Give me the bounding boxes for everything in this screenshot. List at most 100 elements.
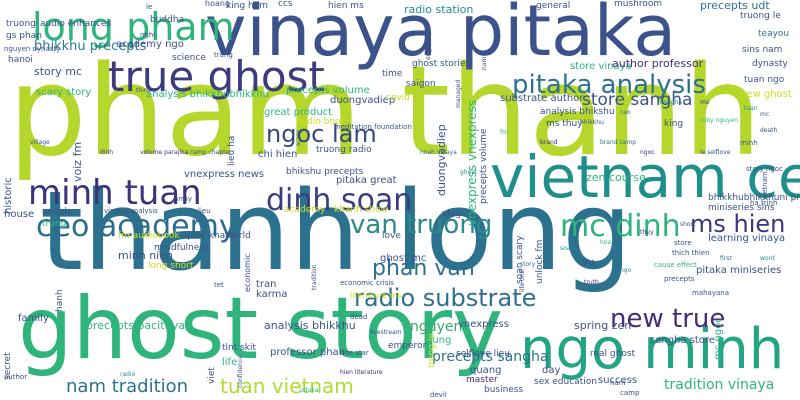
word-bhikkhu-precepts: bhikkhu precepts	[34, 39, 147, 54]
word-dinh: dinh	[100, 149, 114, 156]
word-nam-tradition: nam tradition	[66, 376, 189, 397]
word-great-product: precepts volume	[286, 85, 370, 96]
word-devil: camp	[620, 389, 640, 397]
word-quang: selflove lieu	[456, 349, 510, 359]
word-lieu-ha: time	[382, 69, 403, 79]
word-spring-zen: trong le	[427, 333, 437, 368]
word-le-selflove: trang	[214, 51, 233, 59]
word-dynasty: dynasty	[752, 59, 788, 69]
word-literature-ms: lieu	[198, 207, 211, 215]
word-livestream: english	[425, 38, 432, 60]
word-story: story	[520, 261, 536, 268]
word-day: emperor	[388, 341, 427, 351]
word-ghost-mc: vlog	[442, 209, 462, 219]
word-ngoc-lam: ngoc lam	[266, 120, 377, 148]
word-village: one star	[340, 349, 369, 357]
word-vnexpress-vnexpress: vnexpress vnexpress	[465, 99, 479, 226]
word-volume-parajika: ham	[610, 379, 626, 387]
word-hanoi: covid	[386, 93, 410, 103]
word-hung: viet	[207, 367, 217, 384]
word-vu: pitaka miniseries	[696, 265, 782, 276]
word-hoa: hoa	[600, 239, 612, 246]
word-long-short: minh nien	[118, 249, 173, 262]
word-precepts-sangha: precepts sangha	[432, 349, 549, 365]
word-nghi: truong	[6, 19, 36, 29]
word-camp-chapter: author	[4, 373, 28, 381]
word-tet: vu	[582, 257, 595, 268]
word-substrate-author: substrate author	[500, 93, 584, 104]
word-hoang: hoang	[205, 0, 231, 8]
word-bhikshu-precepts: chi hien	[258, 149, 298, 160]
word-noah-vinaya: noah vinaya	[420, 149, 457, 156]
word-radio-substrate: radio substrate	[354, 284, 537, 312]
word-trong-le: vnexpress	[458, 319, 509, 330]
word-volume-parajika: volume parajika	[140, 149, 189, 156]
word-house: fm audiobook	[118, 231, 180, 241]
word-pham-thanh: pham thanh	[8, 40, 762, 184]
word-livestream: livestream	[370, 329, 402, 336]
word-dinh: mahayana	[692, 289, 729, 297]
word-academy-ngo: academy ngo	[116, 39, 184, 50]
word-ghost-stories: analysis bhikkhubhikkhu	[146, 89, 270, 100]
word-mushroom: mushroom	[614, 0, 663, 9]
word-noah-vinaya: devil	[430, 391, 447, 399]
word-precepts-udt: precepts udt	[700, 0, 770, 12]
word-ms-hien: ms hien	[690, 210, 786, 238]
word-ghost: ghost	[460, 169, 477, 176]
word-tuan: tuan	[744, 105, 758, 112]
word-cause-effect: army	[174, 195, 193, 203]
word-love: miniseries sins	[708, 203, 775, 213]
word-miniseries-sins: learning vinaya	[708, 233, 786, 244]
word-king: king	[664, 119, 684, 129]
word-nguyen-dynasty: tradition	[311, 264, 318, 290]
word-fm: fm	[500, 129, 508, 136]
word-true-ghost: true ghost	[108, 52, 325, 101]
word-thanh-long: thanh long	[40, 167, 633, 295]
word-brand: brand	[540, 139, 558, 146]
word-word: word	[760, 255, 775, 262]
word-pitaka-great: great product	[264, 107, 333, 118]
word-quoc-khanh: long short	[148, 261, 194, 271]
word-analysis-bhikkhu: precepts pacittiya	[86, 319, 186, 332]
word-unlock-fm: ghost mc	[380, 253, 427, 264]
word-story-ngoc: mindfulness	[154, 243, 209, 253]
word-store-sangha: store sangha	[582, 90, 693, 110]
word-life-one: precepts	[664, 275, 695, 283]
word-ghost-story: ghost story	[18, 279, 503, 379]
word-death: death	[760, 127, 778, 134]
word-first: first	[720, 255, 732, 262]
word-soan: soan	[560, 245, 575, 252]
word-ngoc: ngoc	[640, 149, 655, 156]
word-vietnam-ceo: vietnam ceo	[490, 143, 800, 211]
word-ceo-academy: ceo academy	[36, 209, 237, 244]
word-new-ghost: new ghost	[740, 89, 792, 100]
word-tuan-vietnam: tuan vietnam	[220, 374, 354, 398]
word-tran: hanh	[55, 289, 65, 312]
word-analysis-bhikshu: analysis bhikshu	[540, 107, 615, 117]
word-van-truong: van truong	[350, 210, 493, 240]
word-author: life one	[519, 269, 526, 292]
word-nam: audio enhances	[40, 19, 112, 29]
word-hien-ms: hien ms	[328, 1, 364, 11]
word-ccs: ccs	[278, 0, 293, 9]
word-hien-literature: hien literature	[340, 369, 383, 376]
word-mc: mc	[760, 111, 770, 118]
word-family: karma	[256, 289, 288, 300]
word-precepts-pacittiya: secret	[3, 352, 13, 380]
word-ms: ms	[700, 99, 709, 106]
word-truong-le: truong le	[740, 11, 781, 21]
word-historic: vnexpress news	[184, 169, 265, 180]
word-ceo: ceo	[620, 109, 631, 116]
word-thich-thien: minh	[740, 139, 758, 147]
word-science: scary story	[36, 87, 92, 98]
word-army: story ngoc	[746, 165, 783, 173]
word-business: sex education	[534, 377, 597, 387]
word-minh: tet	[214, 281, 224, 289]
word-teayou: teayou	[758, 29, 790, 39]
word-tlnt-skit: life	[222, 357, 238, 368]
word-hien-literature: nam	[481, 56, 488, 70]
word-third: economic crisis	[340, 279, 394, 287]
word-new-true: new true	[610, 304, 726, 334]
word-mahayana: confidence	[237, 355, 244, 388]
word-bhikkhu: bhikkhu	[580, 119, 604, 126]
